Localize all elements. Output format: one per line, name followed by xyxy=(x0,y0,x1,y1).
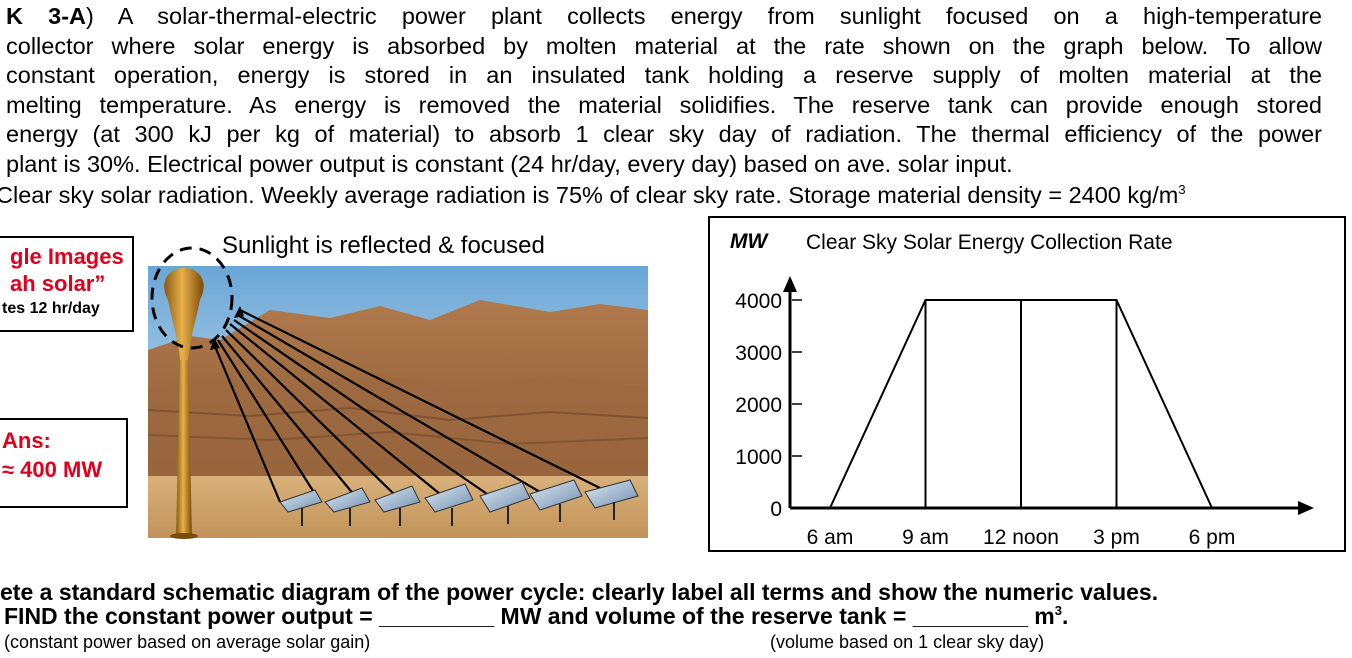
google-line-1: gle Images xyxy=(10,244,124,269)
y-tick-label: 0 xyxy=(770,498,782,521)
solar-tower-photo xyxy=(147,246,649,539)
note-power: (constant power based on average solar g… xyxy=(4,632,371,652)
x-tick-label: 6 am xyxy=(807,526,854,549)
note-volume: (volume based on 1 clear sky day) xyxy=(770,632,1045,652)
x-tick-label: 6 pm xyxy=(1189,526,1236,549)
google-images-box: gle Images ah solar” tes 12 hr/day xyxy=(0,236,134,332)
chart-ylabel: MW xyxy=(730,230,768,253)
y-tick-label: 2000 xyxy=(735,394,782,417)
problem-line-2: collector where solar energy is absorbed… xyxy=(6,32,1322,59)
chart-frame: MW Clear Sky Solar Energy Collection Rat… xyxy=(708,216,1346,552)
problem-line-4: melting temperature. As energy is remove… xyxy=(6,91,1322,118)
problem-line-1: K 3-A) A solar-thermal-electric power pl… xyxy=(6,3,1322,29)
x-tick-label: 12 noon xyxy=(983,526,1059,549)
y-tick-label: 3000 xyxy=(735,342,782,365)
answer-label: Ans: xyxy=(2,428,51,453)
problem-paragraph: K 3-A) A solar-thermal-electric power pl… xyxy=(6,2,1322,179)
x-axis-arrow xyxy=(1298,501,1314,515)
google-line-3: tes 12 hr/day xyxy=(2,300,100,317)
find-instruction: FIND the constant power output = _______… xyxy=(4,603,1069,629)
y-tick-label: 1000 xyxy=(735,446,782,469)
chart-plot: 0 1000 2000 3000 4000 6 am 9 am 12 noon 3 pm 6 pm xyxy=(735,276,1314,549)
answer-value: ≈ 400 MW xyxy=(2,457,103,482)
x-tick-label: 9 am xyxy=(902,526,949,549)
y-tick-label: 4000 xyxy=(735,290,782,313)
problem-line-5: energy (at 300 kJ per kg of material) to… xyxy=(6,121,1322,147)
problem-label: K 3-A xyxy=(6,3,87,29)
clear-sky-note: Clear sky solar radiation. Weekly averag… xyxy=(0,182,1186,208)
volume-blank[interactable]: _________ xyxy=(912,603,1028,629)
x-tick-label: 3 pm xyxy=(1093,526,1140,549)
power-blank[interactable]: _________ xyxy=(379,603,495,629)
chart-title: Clear Sky Solar Energy Collection Rate xyxy=(806,231,1173,254)
y-axis-arrow xyxy=(783,276,797,292)
problem-line-3: constant operation, energy is stored in … xyxy=(6,62,1322,88)
photo-caption: Sunlight is reflected & focused xyxy=(222,232,545,259)
problem-line-6: plant is 30%. Electrical power output is… xyxy=(6,150,1013,177)
answer-box: Ans: ≈ 400 MW xyxy=(0,418,128,508)
schematic-instruction: ete a standard schematic diagram of the … xyxy=(0,579,1159,605)
google-line-2: ah solar” xyxy=(10,271,106,296)
